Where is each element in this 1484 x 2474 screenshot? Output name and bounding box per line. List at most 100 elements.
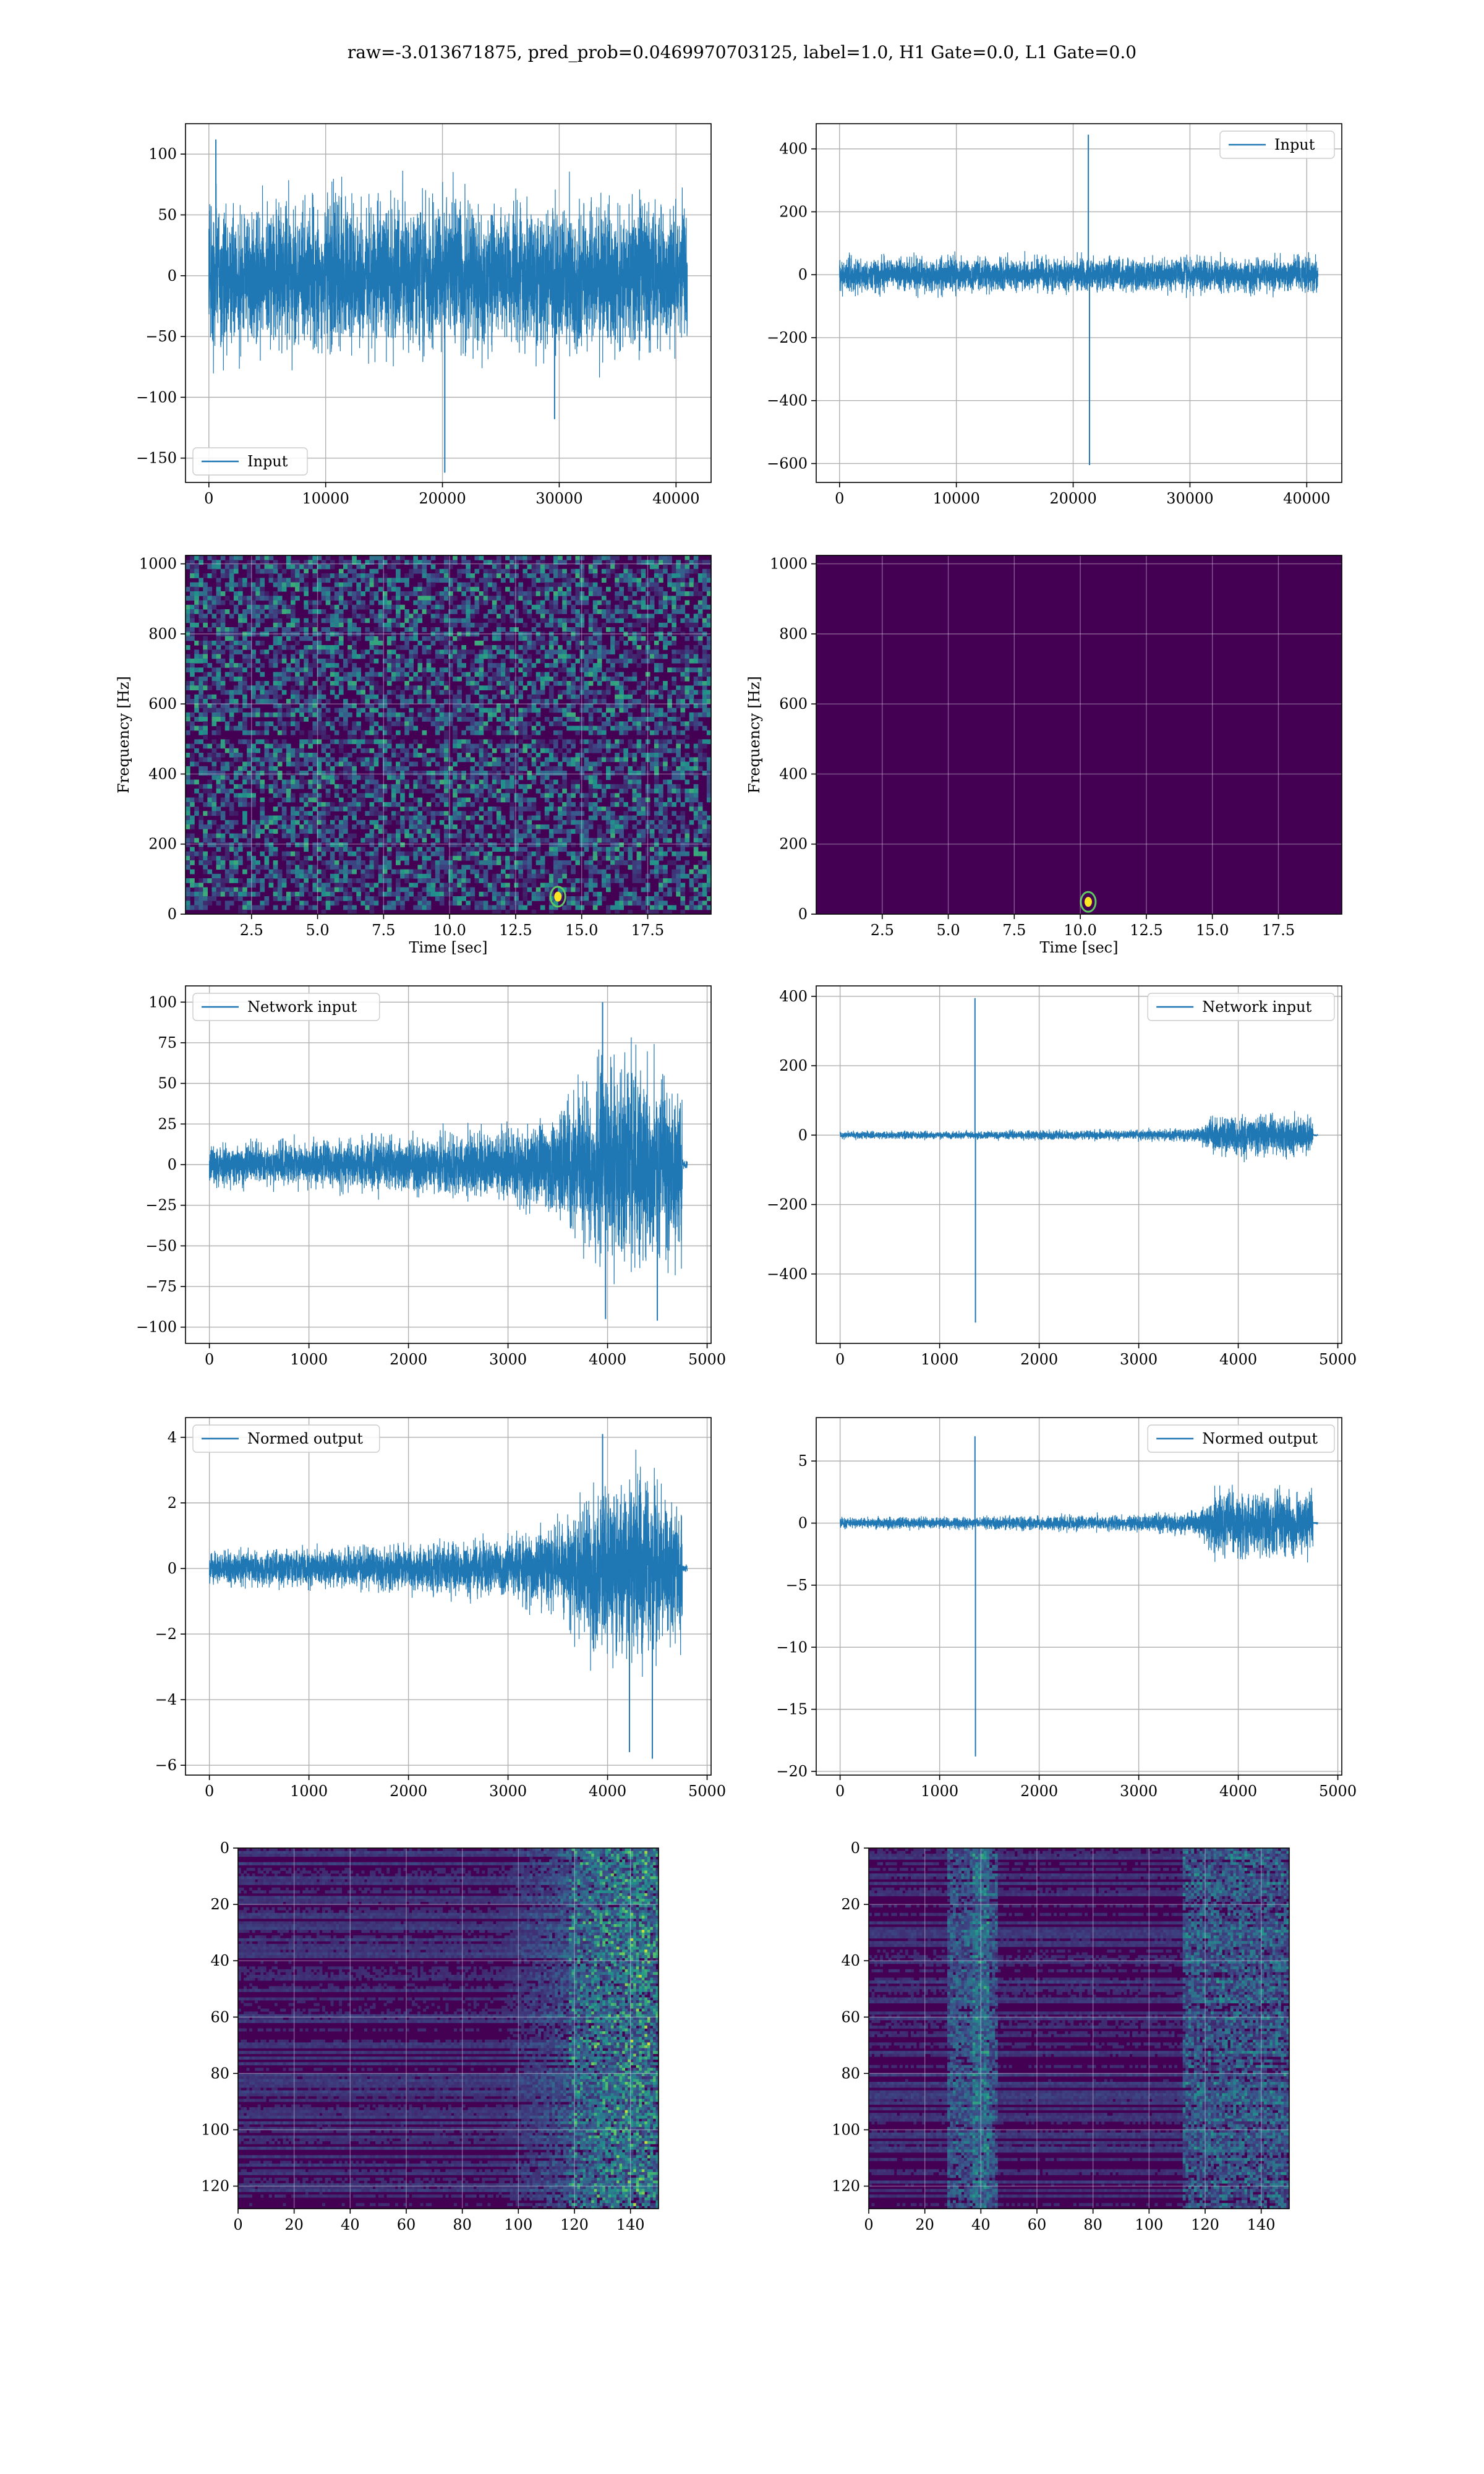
spectrogram-cell: [330, 672, 335, 677]
spectrogram-cell: [549, 766, 554, 771]
spectrogram-cell: [619, 856, 624, 861]
spectrogram-cell: [212, 667, 217, 672]
spectrogram-cell: [216, 672, 221, 677]
spectrogram-cell: [278, 641, 283, 646]
spectrogram-cell: [404, 726, 409, 731]
spectrogram-cell: [444, 802, 449, 807]
spectrogram-cell: [221, 713, 226, 717]
spectrogram-cell: [549, 699, 554, 704]
spectrogram-cell: [186, 856, 190, 861]
spectrogram-cell: [654, 569, 659, 574]
spectrogram-cell: [370, 685, 375, 690]
spectrogram-cell: [571, 667, 576, 672]
spectrogram-cell: [527, 681, 532, 686]
spectrogram-cell: [602, 757, 607, 762]
spectrogram-cell: [461, 811, 466, 816]
spectrogram-cell: [501, 721, 506, 726]
spectrogram-cell: [198, 713, 203, 717]
spectrogram-cell: [308, 708, 313, 713]
spectrogram-cell: [352, 654, 357, 659]
spectrogram-cell: [409, 793, 414, 798]
spectrogram-cell: [549, 695, 554, 700]
spectrogram-cell: [299, 842, 304, 847]
spectrogram-cell: [422, 762, 427, 767]
spectrogram-cell: [404, 681, 409, 686]
spectrogram-cell: [198, 842, 203, 847]
spectrogram-cell: [339, 573, 344, 578]
spectrogram-cell: [633, 807, 638, 811]
spectrogram-cell: [299, 565, 304, 570]
spectrogram-cell: [335, 762, 339, 767]
spectrogram-cell: [475, 609, 480, 614]
spectrogram-cell: [413, 672, 418, 677]
spectrogram-cell: [247, 775, 252, 780]
spectrogram-cell: [680, 721, 685, 726]
spectrogram-cell: [532, 618, 537, 623]
spectrogram-cell: [273, 847, 278, 852]
spectrogram-cell: [615, 771, 620, 776]
spectrogram-cell: [356, 847, 361, 852]
spectrogram-cell: [278, 771, 283, 776]
spectrogram-cell: [558, 623, 563, 628]
spectrogram-cell: [505, 609, 510, 614]
spectrogram-cell: [282, 789, 287, 794]
spectrogram-cell: [628, 784, 633, 789]
spectrogram-cell: [255, 708, 260, 713]
spectrogram-cell: [501, 649, 506, 654]
spectrogram-cell: [225, 789, 230, 794]
spectrogram-cell: [633, 591, 638, 596]
spectrogram-cell: [492, 807, 497, 811]
spectrogram-cell: [685, 852, 690, 857]
spectrogram-cell: [238, 766, 243, 771]
y-tick-label: 100: [148, 145, 177, 163]
spectrogram-cell: [444, 587, 449, 592]
spectrogram-cell: [440, 569, 445, 574]
spectrogram-cell: [212, 771, 217, 776]
spectrogram-cell: [413, 811, 418, 816]
spectrogram-cell: [566, 820, 571, 825]
legend: Input: [193, 448, 307, 475]
spectrogram-cell: [422, 771, 427, 776]
spectrogram-cell: [348, 775, 352, 780]
spectrogram-cell: [549, 578, 554, 583]
spectrogram-cell: [497, 860, 501, 865]
spectrogram-cell: [680, 677, 685, 682]
spectrogram-cell: [440, 717, 445, 722]
spectrogram-cell: [501, 793, 506, 798]
spectrogram-cell: [335, 641, 339, 646]
spectrogram-cell: [273, 784, 278, 789]
spectrogram-cell: [628, 726, 633, 731]
spectrogram-cell: [698, 824, 703, 829]
spectrogram-cell: [440, 753, 445, 758]
spectrogram-cell: [273, 744, 278, 749]
spectrogram-cell: [532, 645, 537, 650]
spectrogram-cell: [522, 663, 527, 668]
spectrogram-cell: [417, 685, 422, 690]
spectrogram-cell: [374, 793, 379, 798]
spectrogram-cell: [584, 685, 589, 690]
spectrogram-cell: [312, 753, 317, 758]
spectrogram-cell: [532, 681, 537, 686]
spectrogram-cell: [444, 811, 449, 816]
spectrogram-cell: [549, 601, 554, 606]
spectrogram-cell: [650, 824, 655, 829]
spectrogram-cell: [190, 713, 195, 717]
spectrogram-cell: [431, 820, 436, 825]
spectrogram-cell: [593, 609, 598, 614]
spectrogram-cell: [497, 587, 501, 592]
spectrogram-cell: [540, 645, 545, 650]
spectrogram-cell: [453, 735, 458, 740]
spectrogram-cell: [698, 672, 703, 677]
spectrogram-cell: [203, 645, 208, 650]
spectrogram-cell: [623, 748, 628, 753]
spectrogram-cell: [378, 699, 383, 704]
spectrogram-cell: [417, 587, 422, 592]
spectrogram-cell: [221, 601, 226, 606]
spectrogram-cell: [286, 860, 291, 865]
spectrogram-cell: [203, 829, 208, 834]
spectrogram-cell: [260, 681, 265, 686]
spectrogram-cell: [387, 623, 392, 628]
spectrogram-cell: [212, 775, 217, 780]
spectrogram-cell: [365, 793, 370, 798]
spectrogram-cell: [553, 739, 558, 744]
